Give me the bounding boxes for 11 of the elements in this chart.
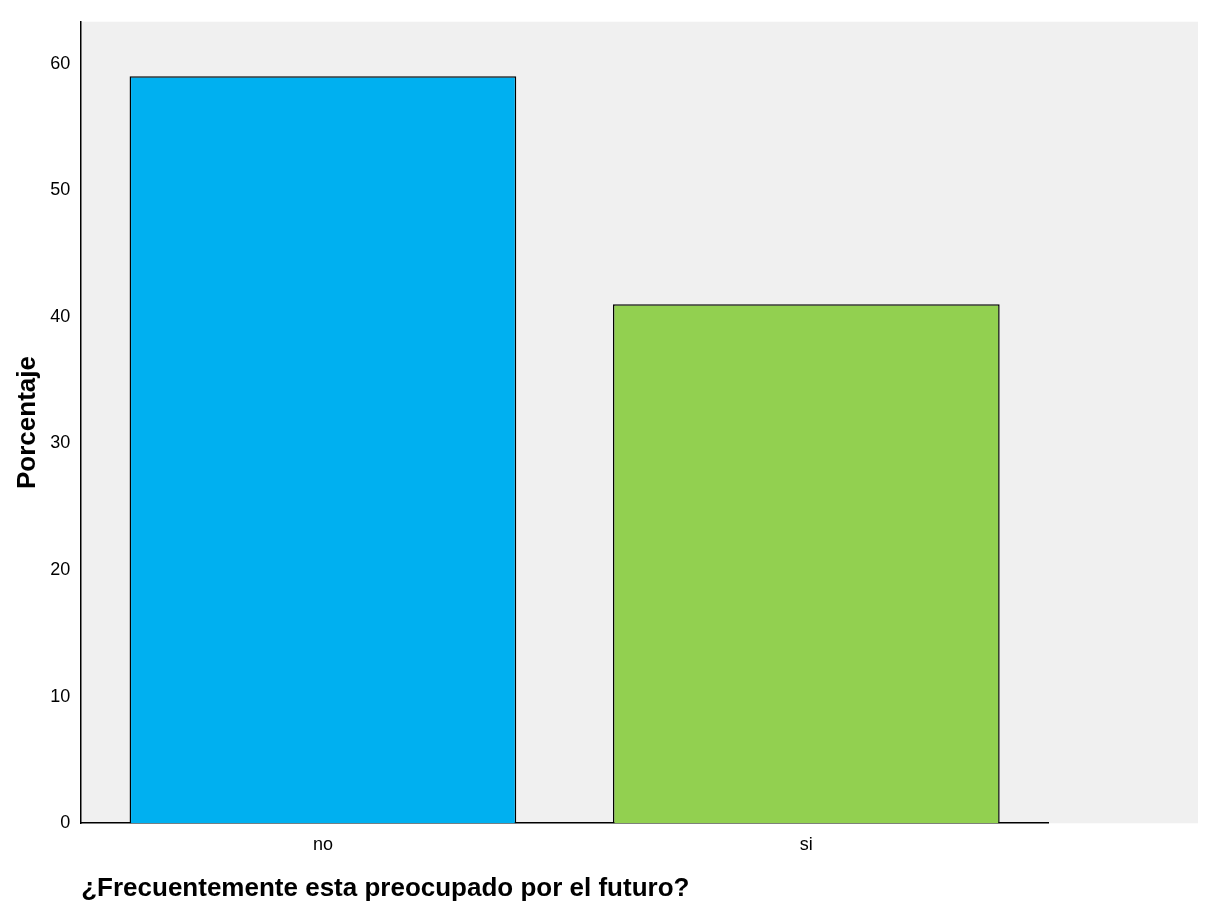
y-tick-label: 10 <box>50 685 71 706</box>
y-axis-title: Porcentaje <box>10 356 41 489</box>
y-tick-label: 0 <box>60 812 71 833</box>
y-tick-label: 40 <box>50 305 71 326</box>
x-axis-title: ¿Frecuentemente esta preocupado por el futuro? <box>81 871 690 902</box>
y-tick-label: 30 <box>50 432 71 453</box>
x-tick-label: no <box>312 833 333 854</box>
y-tick-label: 50 <box>50 179 71 200</box>
y-tick-label: 60 <box>50 52 71 73</box>
x-tick-label: si <box>799 833 813 854</box>
y-tick-label: 20 <box>50 558 71 579</box>
